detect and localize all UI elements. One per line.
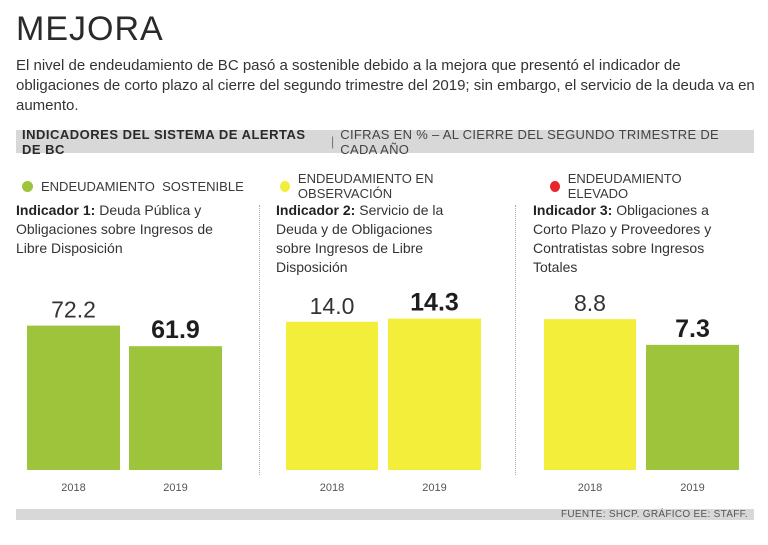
page-subtitle: El nivel de endeudamiento de BC pasó a s… — [16, 57, 755, 114]
legend-label: ENDEUDAMIENTO SOSTENIBLE — [41, 178, 244, 194]
bar-1-2018 — [27, 325, 120, 470]
banner-main: INDICADORES DEL SISTEMA DE ALERTAS DE BC — [22, 126, 306, 157]
tick-label-2-2019: 2019 — [422, 482, 446, 494]
legend: ENDEUDAMIENTO SOSTENIBLE ENDEUDAMIENTO E… — [22, 171, 768, 201]
data-label-1-2019: 61.9 — [151, 316, 200, 344]
panel-title-bold: Indicador 2: — [276, 202, 356, 218]
page-title: MEJORA — [16, 10, 164, 48]
banner-separator: | — [330, 134, 335, 149]
bar-2-2019 — [388, 318, 481, 470]
tick-label-3-2018: 2018 — [578, 482, 602, 494]
data-label-2-2018: 14.0 — [310, 293, 355, 319]
data-label-3-2019: 7.3 — [675, 315, 710, 343]
yellow-dot-icon — [279, 180, 290, 192]
legend-label: ENDEUDAMIENTO ELEVADO — [567, 171, 682, 201]
panel-title-text: Obligaciones a Corto Plazo y Proveedores… — [533, 202, 712, 275]
tick-label-2-2018: 2018 — [320, 482, 344, 494]
tick-label-3-2019: 2019 — [680, 482, 704, 494]
panel-divider — [259, 205, 260, 475]
legend-item-observacion: ENDEUDAMIENTO EN OBSERVACIÓN — [279, 171, 514, 201]
legend-item-elevado: ENDEUDAMIENTO ELEVADO — [549, 171, 732, 201]
panel-title-3: Indicador 3: Obligaciones a Corto Plazo … — [533, 201, 743, 277]
bar-2-2018 — [286, 321, 378, 470]
green-dot-icon — [22, 180, 33, 192]
legend-item-sostenible: ENDEUDAMIENTO SOSTENIBLE — [22, 171, 244, 201]
legend-label: ENDEUDAMIENTO EN OBSERVACIÓN — [297, 171, 434, 201]
panel-title-bold: Indicador 1: — [16, 202, 96, 218]
panel-title-1: Indicador 1: Deuda Pública y Obligacione… — [16, 201, 216, 258]
bar-3-2019 — [646, 344, 739, 470]
data-label-3-2018: 8.8 — [574, 290, 606, 316]
data-label-1-2018: 72.2 — [51, 297, 96, 323]
bar-1-2019 — [129, 346, 222, 470]
data-label-2-2019: 14.3 — [410, 289, 459, 317]
panel-title-text: Deuda Pública y Obligaciones sobre Ingre… — [16, 202, 213, 256]
panel-divider — [515, 205, 516, 475]
source-text: FUENTE: SHCP. GRÁFICO EE: STAFF. — [560, 509, 748, 520]
panel-title-bold: Indicador 3: — [533, 202, 613, 218]
red-dot-icon — [549, 180, 560, 192]
source-bar: FUENTE: SHCP. GRÁFICO EE: STAFF. — [16, 509, 754, 520]
panel-title-text: Servicio de la Deuda y de Obligaciones s… — [276, 202, 444, 275]
tick-label-1-2018: 2018 — [61, 482, 85, 494]
bar-3-2018 — [544, 319, 636, 470]
tick-label-1-2019: 2019 — [163, 482, 187, 494]
banner-sub: CIFRAS EN % – AL CIERRE DEL SEGUNDO TRIM… — [340, 126, 720, 157]
indicators-banner: INDICADORES DEL SISTEMA DE ALERTAS DE BC… — [16, 127, 754, 157]
panel-title-2: Indicador 2: Servicio de la Deuda y de O… — [276, 201, 466, 277]
